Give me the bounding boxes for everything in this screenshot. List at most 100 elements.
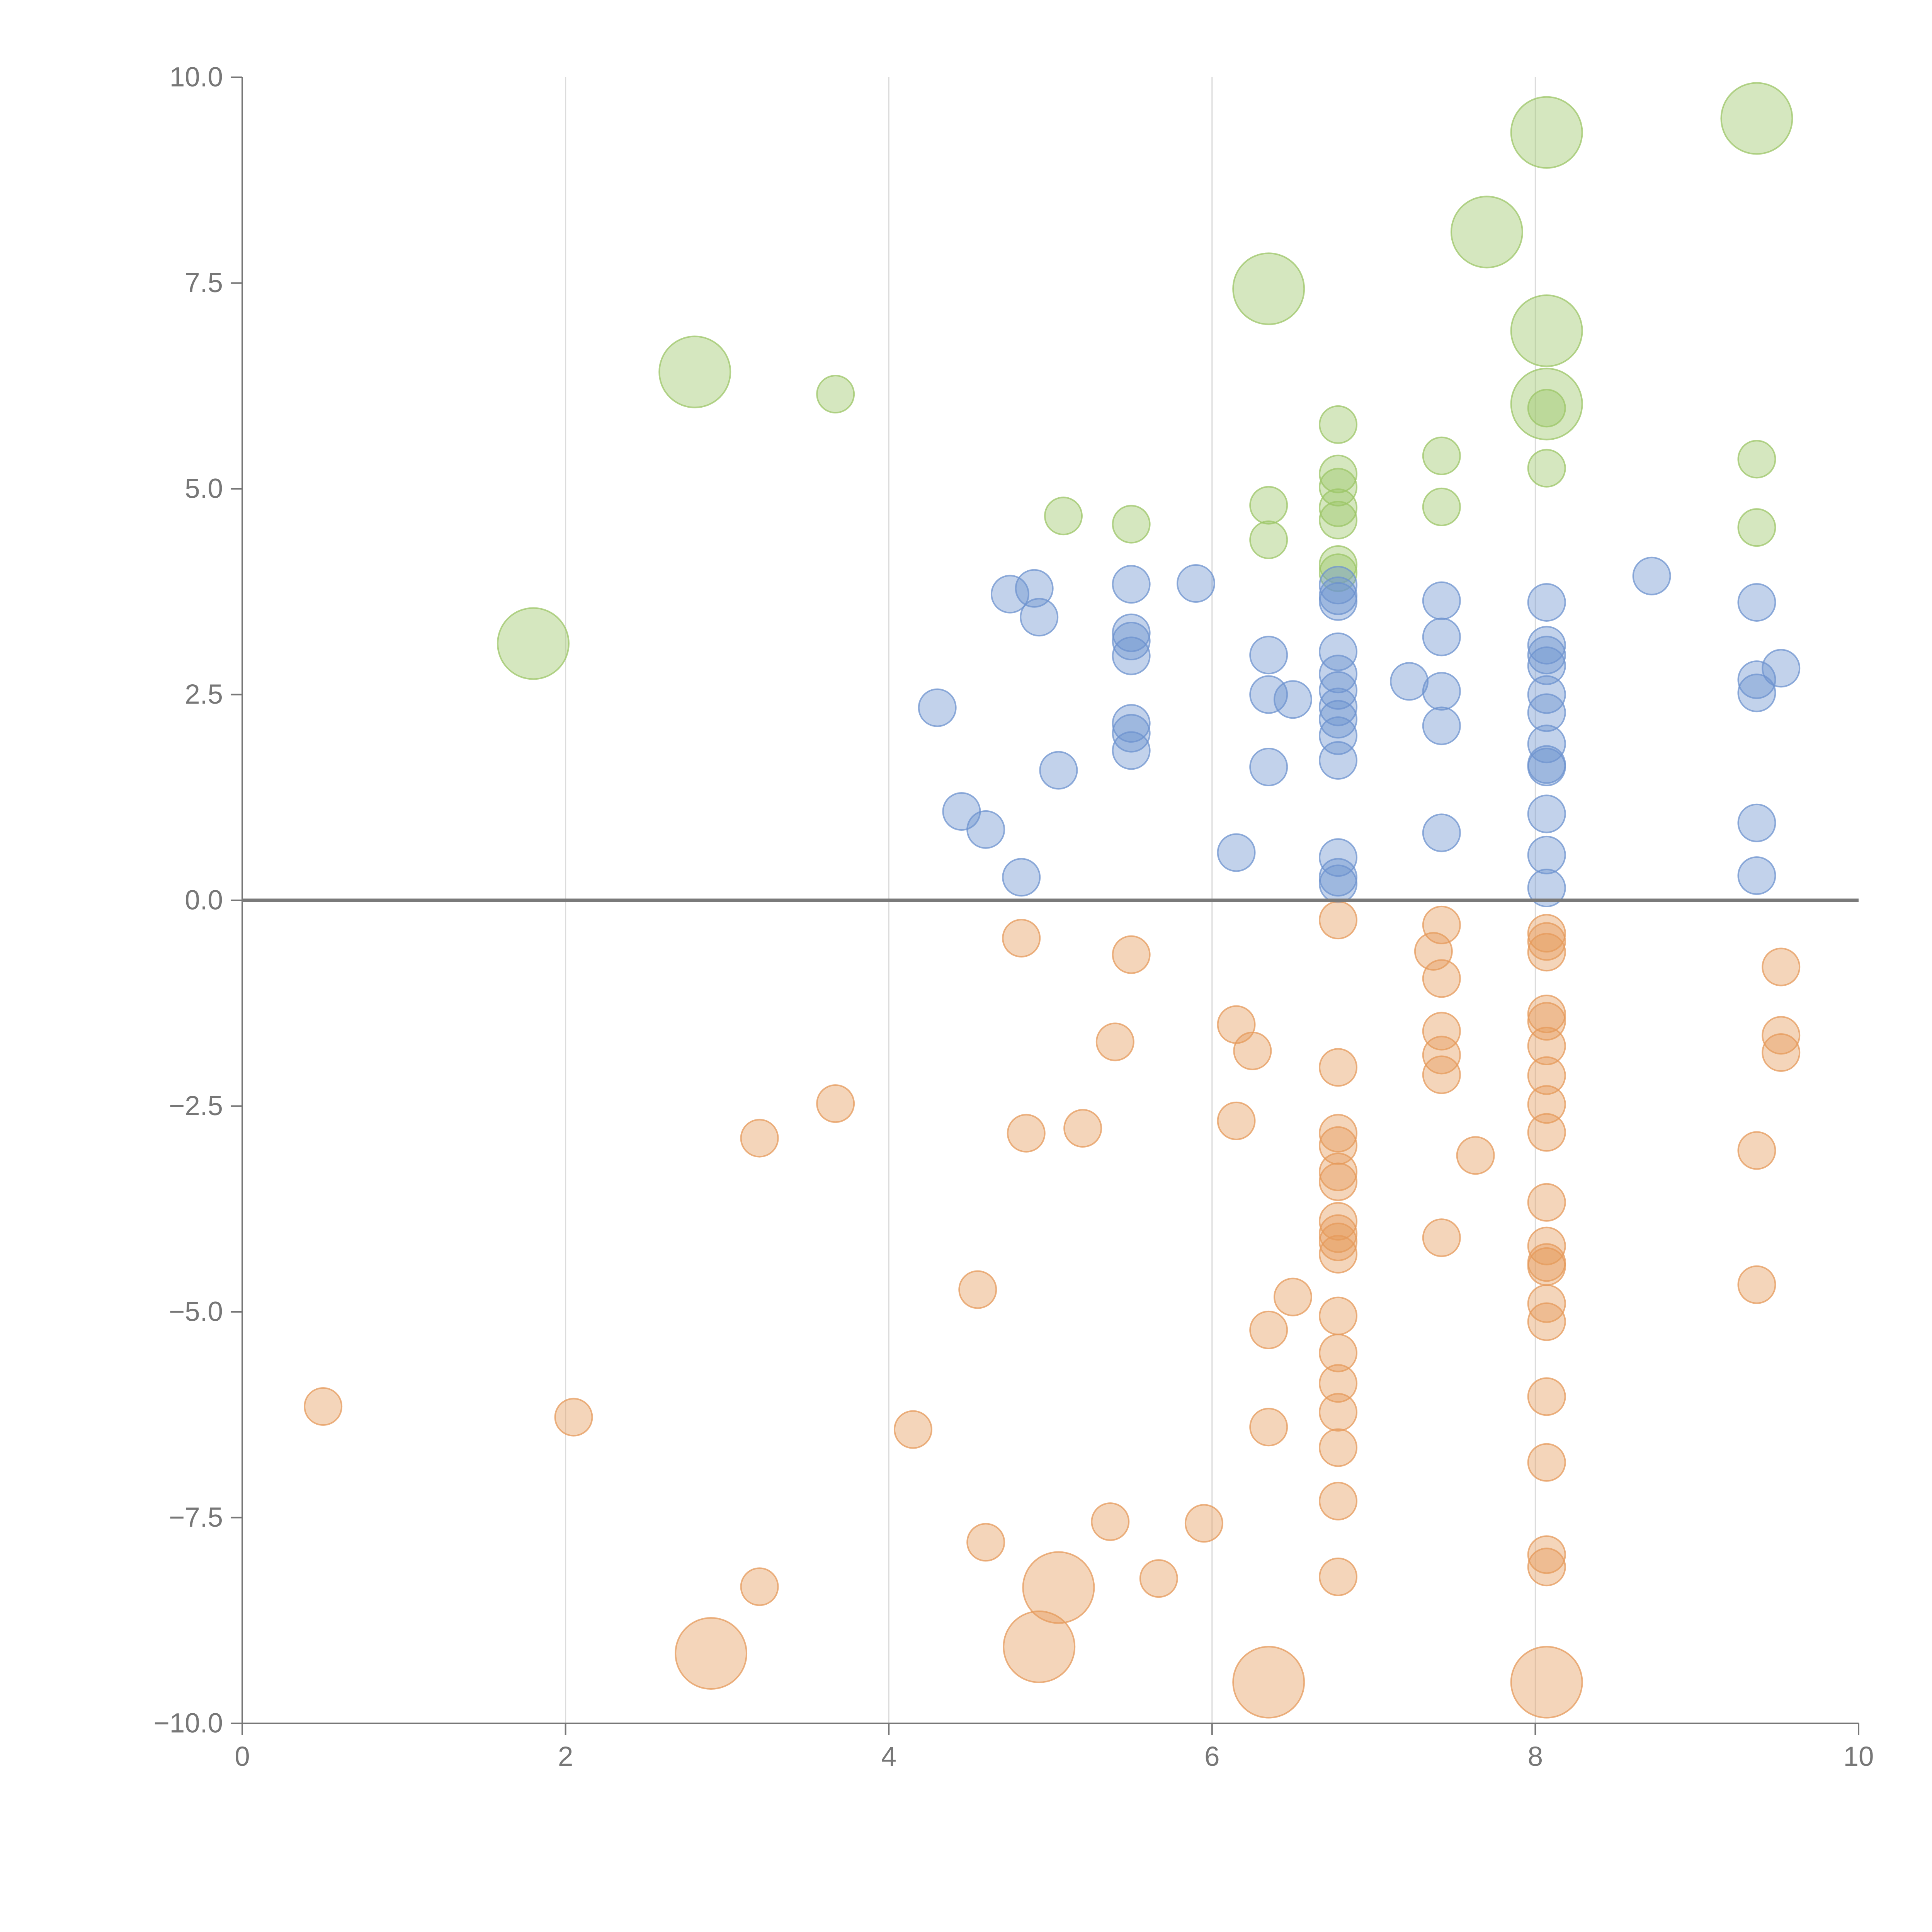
green-bubble xyxy=(1510,367,1583,440)
green-bubble xyxy=(1044,497,1083,536)
y-tick-label: 5.0 xyxy=(185,474,223,504)
green-bubble xyxy=(1249,486,1288,525)
orange-bubble xyxy=(1527,1247,1566,1286)
orange-bubble xyxy=(1422,1218,1461,1257)
blue-bubble xyxy=(1020,598,1059,637)
blue-bubble xyxy=(1527,636,1566,675)
orange-bubble xyxy=(740,1567,779,1606)
orange-bubble xyxy=(1217,1101,1256,1140)
blue-bubble xyxy=(1319,838,1358,877)
orange-bubble xyxy=(554,1398,593,1437)
orange-bubble xyxy=(1139,1559,1178,1598)
x-tick-label: 4 xyxy=(881,1742,896,1772)
orange-bubble xyxy=(1319,1364,1358,1403)
blue-bubble xyxy=(1249,675,1288,714)
blue-bubble xyxy=(1632,556,1671,595)
orange-bubble xyxy=(1184,1504,1223,1543)
blue-bubble xyxy=(1422,706,1461,745)
blue-bubble xyxy=(1737,803,1776,842)
green-bubble xyxy=(1737,508,1776,547)
blue-bubble xyxy=(1422,672,1461,711)
blue-bubble xyxy=(1737,856,1776,895)
green-bubble xyxy=(1737,440,1776,479)
orange-bubble xyxy=(1091,1502,1130,1541)
blue-bubble xyxy=(990,575,1029,614)
green-bubble xyxy=(1527,449,1566,488)
blue-bubble xyxy=(1422,617,1461,656)
orange-bubble xyxy=(1003,1610,1076,1683)
orange-bubble xyxy=(1319,1214,1358,1253)
orange-bubble xyxy=(1527,1183,1566,1222)
y-tick-label: 2.5 xyxy=(185,679,223,710)
x-tick-label: 8 xyxy=(1528,1742,1543,1772)
blue-bubble xyxy=(1319,632,1358,671)
orange-bubble xyxy=(1422,959,1461,998)
orange-bubble xyxy=(1319,1162,1358,1201)
green-bubble xyxy=(1319,468,1358,507)
orange-bubble xyxy=(675,1617,748,1690)
blue-bubble xyxy=(1039,751,1078,790)
orange-bubble xyxy=(304,1387,343,1426)
orange-bubble xyxy=(1319,1235,1358,1274)
orange-bubble xyxy=(1527,1443,1566,1482)
blue-bubble xyxy=(1015,569,1054,608)
green-bubble xyxy=(1232,252,1305,325)
orange-bubble xyxy=(958,1270,997,1309)
orange-bubble xyxy=(1249,1310,1288,1349)
blue-bubble xyxy=(1112,704,1151,743)
orange-bubble xyxy=(1319,1481,1358,1520)
orange-bubble xyxy=(740,1119,779,1158)
orange-bubble xyxy=(893,1410,932,1449)
x-tick-label: 10 xyxy=(1844,1742,1874,1772)
orange-bubble xyxy=(1510,1646,1583,1719)
orange-bubble xyxy=(1527,1113,1566,1152)
green-bubble xyxy=(1510,294,1583,367)
blue-bubble xyxy=(1319,741,1358,780)
blue-bubble xyxy=(1527,583,1566,622)
orange-bubble xyxy=(1319,1048,1358,1087)
orange-bubble xyxy=(1527,1056,1566,1095)
green-bubble xyxy=(1510,96,1583,169)
y-tick-label: −5.0 xyxy=(169,1297,223,1327)
blue-bubble xyxy=(966,810,1005,849)
blue-bubble xyxy=(1737,673,1776,713)
orange-bubble xyxy=(1319,1296,1358,1335)
orange-bubble xyxy=(1737,1265,1776,1304)
blue-bubble xyxy=(1273,680,1312,719)
orange-bubble xyxy=(1527,1535,1566,1574)
orange-bubble xyxy=(1762,1033,1801,1072)
green-bubble xyxy=(1319,553,1358,592)
blue-bubble xyxy=(1422,581,1461,620)
orange-bubble xyxy=(1022,1551,1095,1624)
green-bubble xyxy=(816,375,855,414)
orange-bubble xyxy=(1527,922,1566,961)
blue-bubble xyxy=(1112,622,1151,661)
blue-bubble xyxy=(1217,833,1256,872)
green-bubble xyxy=(1112,505,1151,544)
blue-bubble xyxy=(1112,714,1151,753)
orange-bubble xyxy=(1737,1131,1776,1170)
green-bubble xyxy=(1422,436,1461,475)
orange-bubble xyxy=(1095,1022,1134,1061)
orange-bubble xyxy=(1319,1152,1358,1191)
green-bubble xyxy=(658,335,731,408)
blue-bubble xyxy=(1527,724,1566,764)
blue-bubble xyxy=(1112,731,1151,770)
orange-bubble xyxy=(1527,1377,1566,1416)
blue-bubble xyxy=(1319,566,1358,605)
blue-bubble xyxy=(1319,582,1358,621)
green-bubble xyxy=(1319,500,1358,539)
blue-bubble xyxy=(1527,693,1566,732)
orange-bubble xyxy=(1422,1036,1461,1075)
blue-bubble xyxy=(1737,660,1776,699)
bubbles xyxy=(304,82,1801,1719)
x-tick-label: 6 xyxy=(1204,1742,1220,1772)
green-bubble xyxy=(1422,487,1461,526)
orange-bubble xyxy=(1319,1222,1358,1261)
green-bubble xyxy=(1319,454,1358,493)
orange-bubble xyxy=(1007,1114,1046,1153)
y-tick-label: 0.0 xyxy=(185,885,223,916)
green-bubble xyxy=(1249,520,1288,560)
blue-bubble xyxy=(1527,835,1566,874)
blue-bubble xyxy=(1112,636,1151,675)
